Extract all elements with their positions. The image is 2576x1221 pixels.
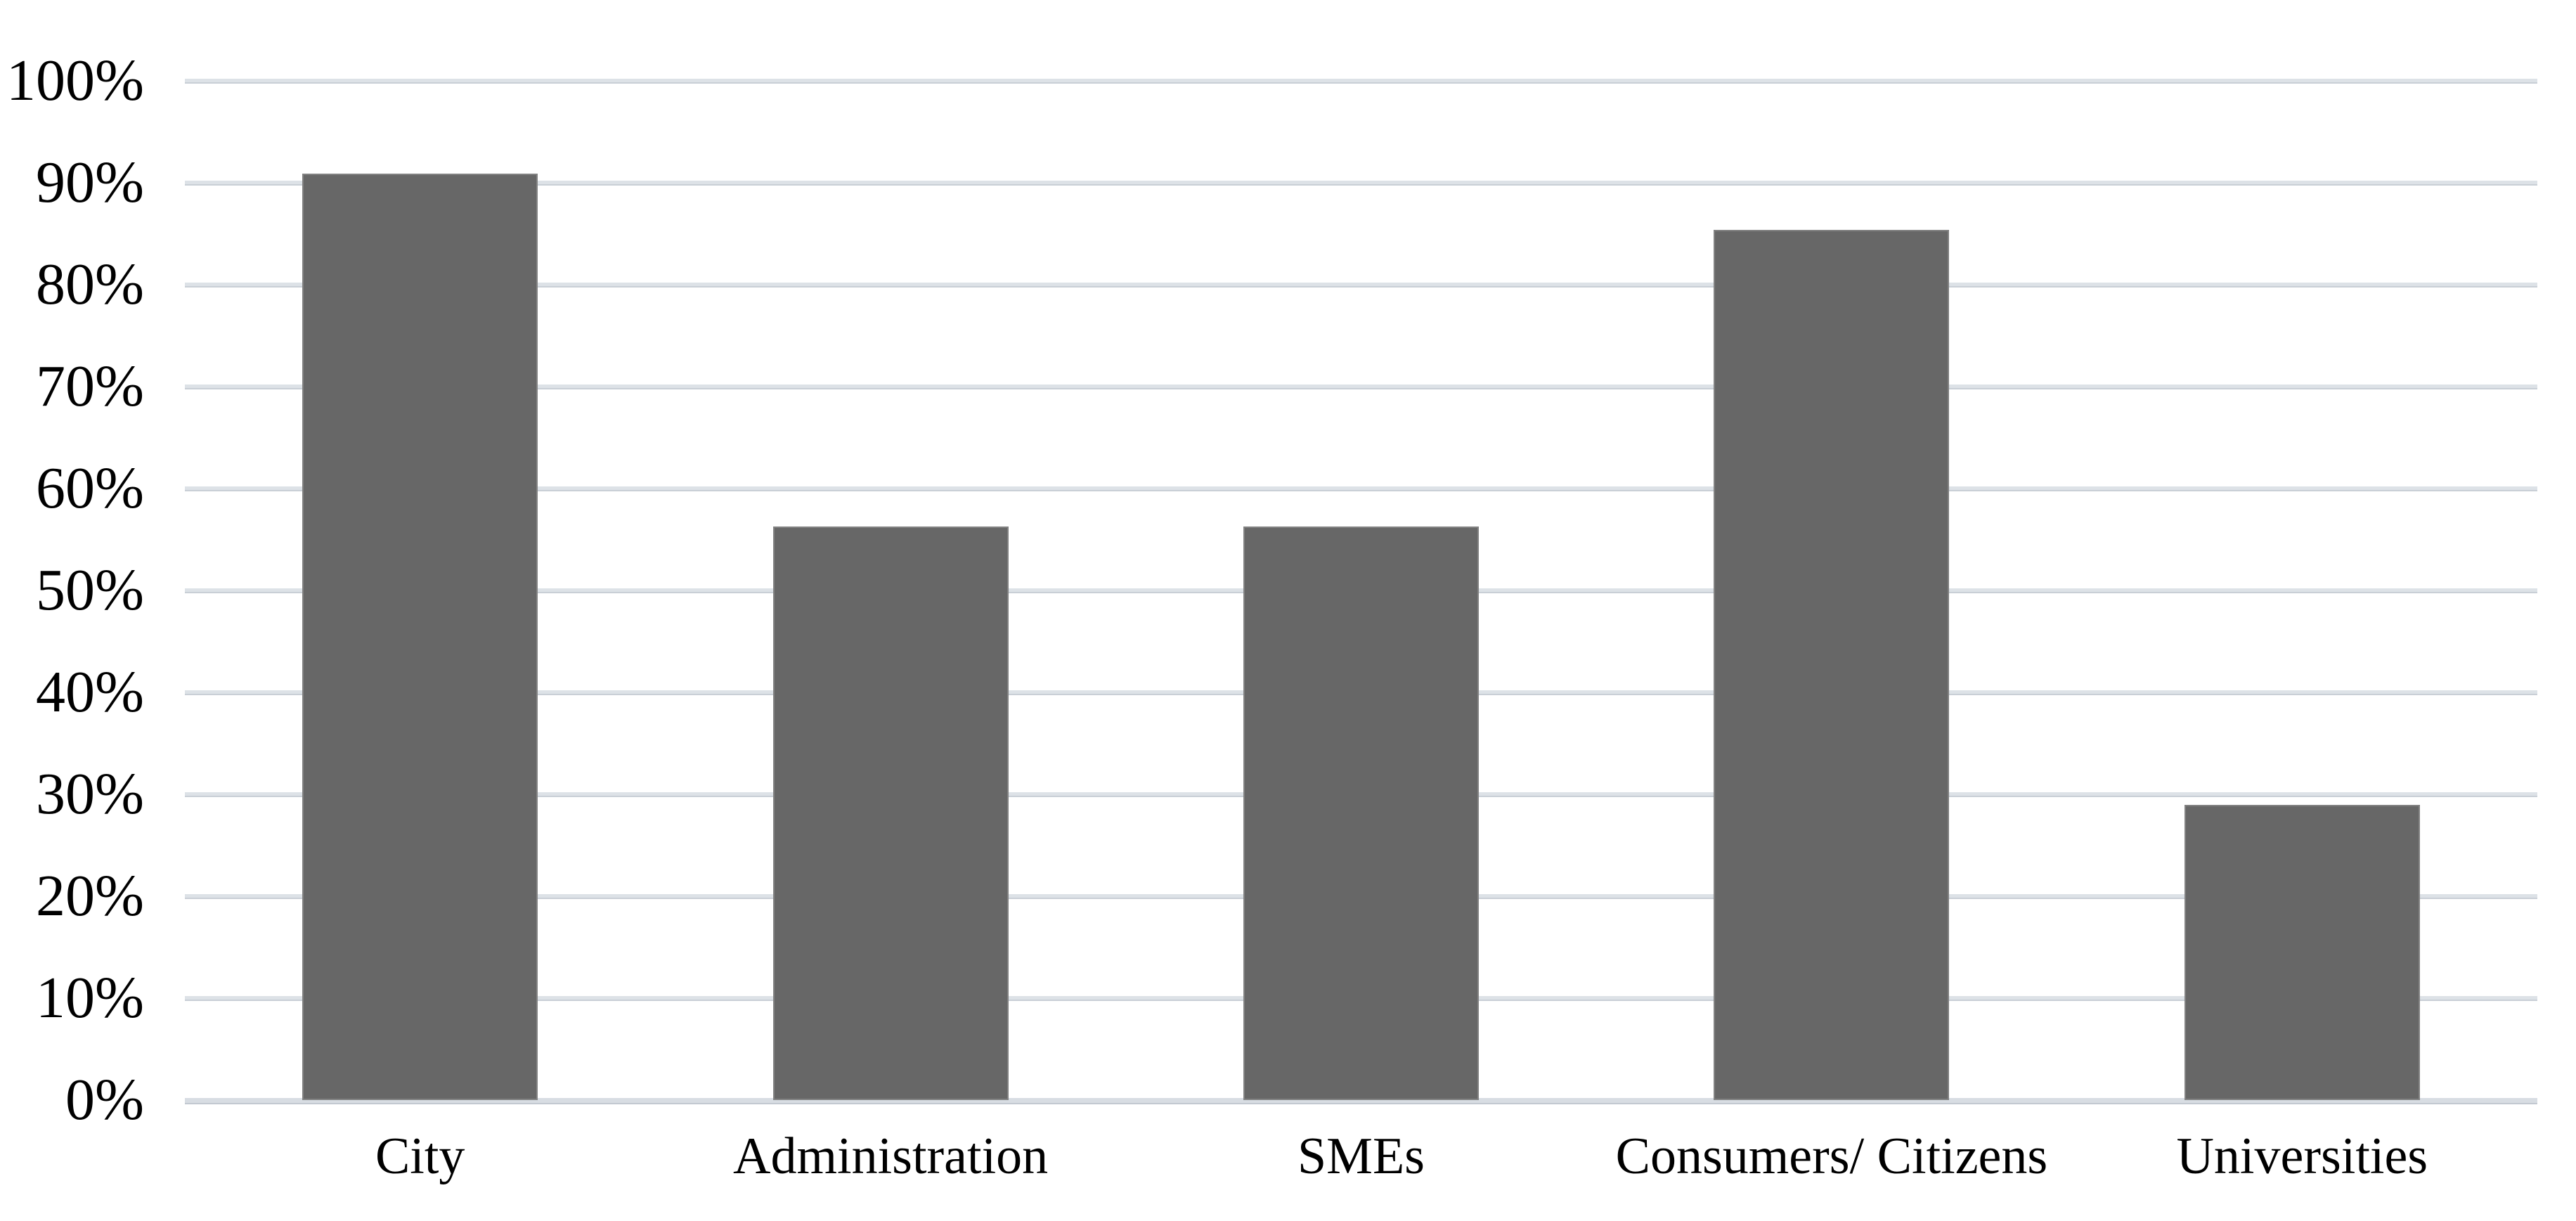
y-tick-label-80: 80% bbox=[36, 252, 144, 317]
x-category-label-2: SMEs bbox=[1297, 1128, 1425, 1185]
gridline-60 bbox=[185, 486, 2537, 491]
y-tick-label-20: 20% bbox=[36, 863, 144, 929]
y-tick-label-70: 70% bbox=[36, 354, 144, 419]
y-tick-label-60: 60% bbox=[36, 456, 144, 521]
y-tick-label-10: 10% bbox=[36, 965, 144, 1031]
x-category-label-0: City bbox=[375, 1128, 465, 1185]
y-tick-label-50: 50% bbox=[36, 557, 144, 623]
x-category-label-1: Administration bbox=[733, 1128, 1049, 1185]
y-tick-label-40: 40% bbox=[36, 659, 144, 725]
gridline-100 bbox=[185, 79, 2537, 84]
x-category-label-3: Consumers/ Citizens bbox=[1615, 1128, 2048, 1185]
bar-city bbox=[302, 173, 538, 1100]
bar-universities bbox=[2184, 804, 2420, 1100]
y-tick-label-100: 100% bbox=[6, 48, 144, 113]
y-tick-label-30: 30% bbox=[36, 761, 144, 827]
gridline-70 bbox=[185, 385, 2537, 389]
y-tick-label-0: 0% bbox=[65, 1067, 144, 1132]
gridline-80 bbox=[185, 283, 2537, 288]
y-tick-label-90: 90% bbox=[36, 150, 144, 215]
x-category-label-4: Universities bbox=[2176, 1128, 2428, 1185]
bar-administration bbox=[772, 526, 1009, 1100]
bar-consumers-citizens bbox=[1714, 229, 1950, 1100]
bar-smes bbox=[1243, 526, 1479, 1100]
x-axis-line bbox=[185, 1098, 2537, 1104]
gridline-90 bbox=[185, 181, 2537, 186]
